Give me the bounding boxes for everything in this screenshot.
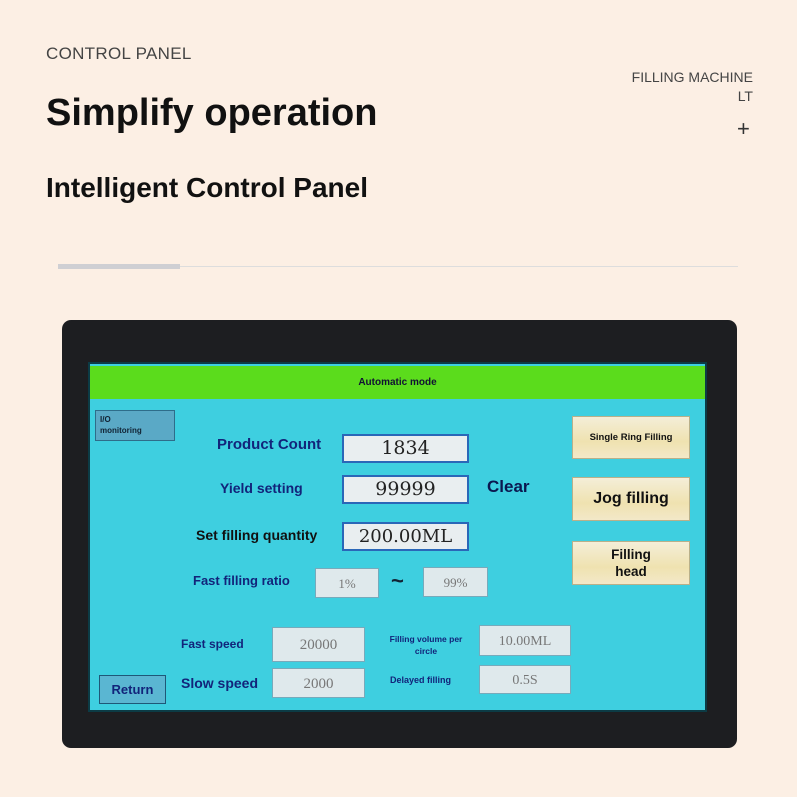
- io-monitoring-line2: monitoring: [100, 426, 142, 435]
- mode-bar: Automatic mode: [90, 366, 705, 399]
- product-name-line1: FILLING MACHINE: [631, 69, 753, 85]
- io-monitoring-line1: I/O: [100, 415, 111, 424]
- filling-head-button[interactable]: Filling head: [572, 541, 690, 585]
- return-button[interactable]: Return: [99, 675, 166, 704]
- divider: [58, 266, 738, 267]
- ratio-max-input[interactable]: 99%: [423, 567, 488, 597]
- volume-per-circle-label: Filling volume per circle: [389, 634, 463, 656]
- volume-per-circle-input[interactable]: 10.00ML: [479, 625, 571, 656]
- product-name: FILLING MACHINE LT: [632, 68, 753, 106]
- single-ring-filling-button[interactable]: Single Ring Filling: [572, 416, 690, 459]
- product-count-label: Product Count: [217, 436, 322, 453]
- delayed-filling-input[interactable]: 0.5S: [479, 665, 571, 694]
- ratio-separator: ~: [391, 568, 404, 593]
- yield-setting-input[interactable]: 99999: [342, 475, 469, 504]
- jog-filling-button[interactable]: Jog filling: [572, 477, 690, 521]
- product-name-line2: LT: [737, 88, 753, 104]
- yield-setting-label: Yield setting: [220, 480, 303, 496]
- ratio-min-input[interactable]: 1%: [315, 568, 379, 598]
- fill-quantity-label: Set filling quantity: [196, 527, 318, 543]
- clear-button[interactable]: Clear: [487, 477, 530, 496]
- product-count-field: 1834: [342, 434, 469, 463]
- filling-head-line1: Filling: [611, 547, 651, 562]
- plus-icon: +: [737, 116, 750, 141]
- fast-speed-label: Fast speed: [181, 637, 244, 651]
- slow-speed-label: Slow speed: [181, 675, 259, 691]
- page-title: Simplify operation: [46, 92, 378, 134]
- divider-accent: [58, 264, 180, 269]
- slow-speed-input[interactable]: 2000: [272, 668, 365, 698]
- page-subtitle: Intelligent Control Panel: [46, 172, 369, 203]
- delayed-filling-label: Delayed filling: [390, 675, 452, 685]
- io-monitoring-button[interactable]: I/O monitoring: [95, 410, 175, 441]
- section-label: CONTROL PANEL: [46, 44, 192, 63]
- fast-speed-input[interactable]: 20000: [272, 627, 365, 662]
- fill-quantity-input[interactable]: 200.00ML: [342, 522, 469, 551]
- filling-head-line2: head: [615, 564, 647, 579]
- fast-ratio-label: Fast filling ratio: [193, 573, 290, 588]
